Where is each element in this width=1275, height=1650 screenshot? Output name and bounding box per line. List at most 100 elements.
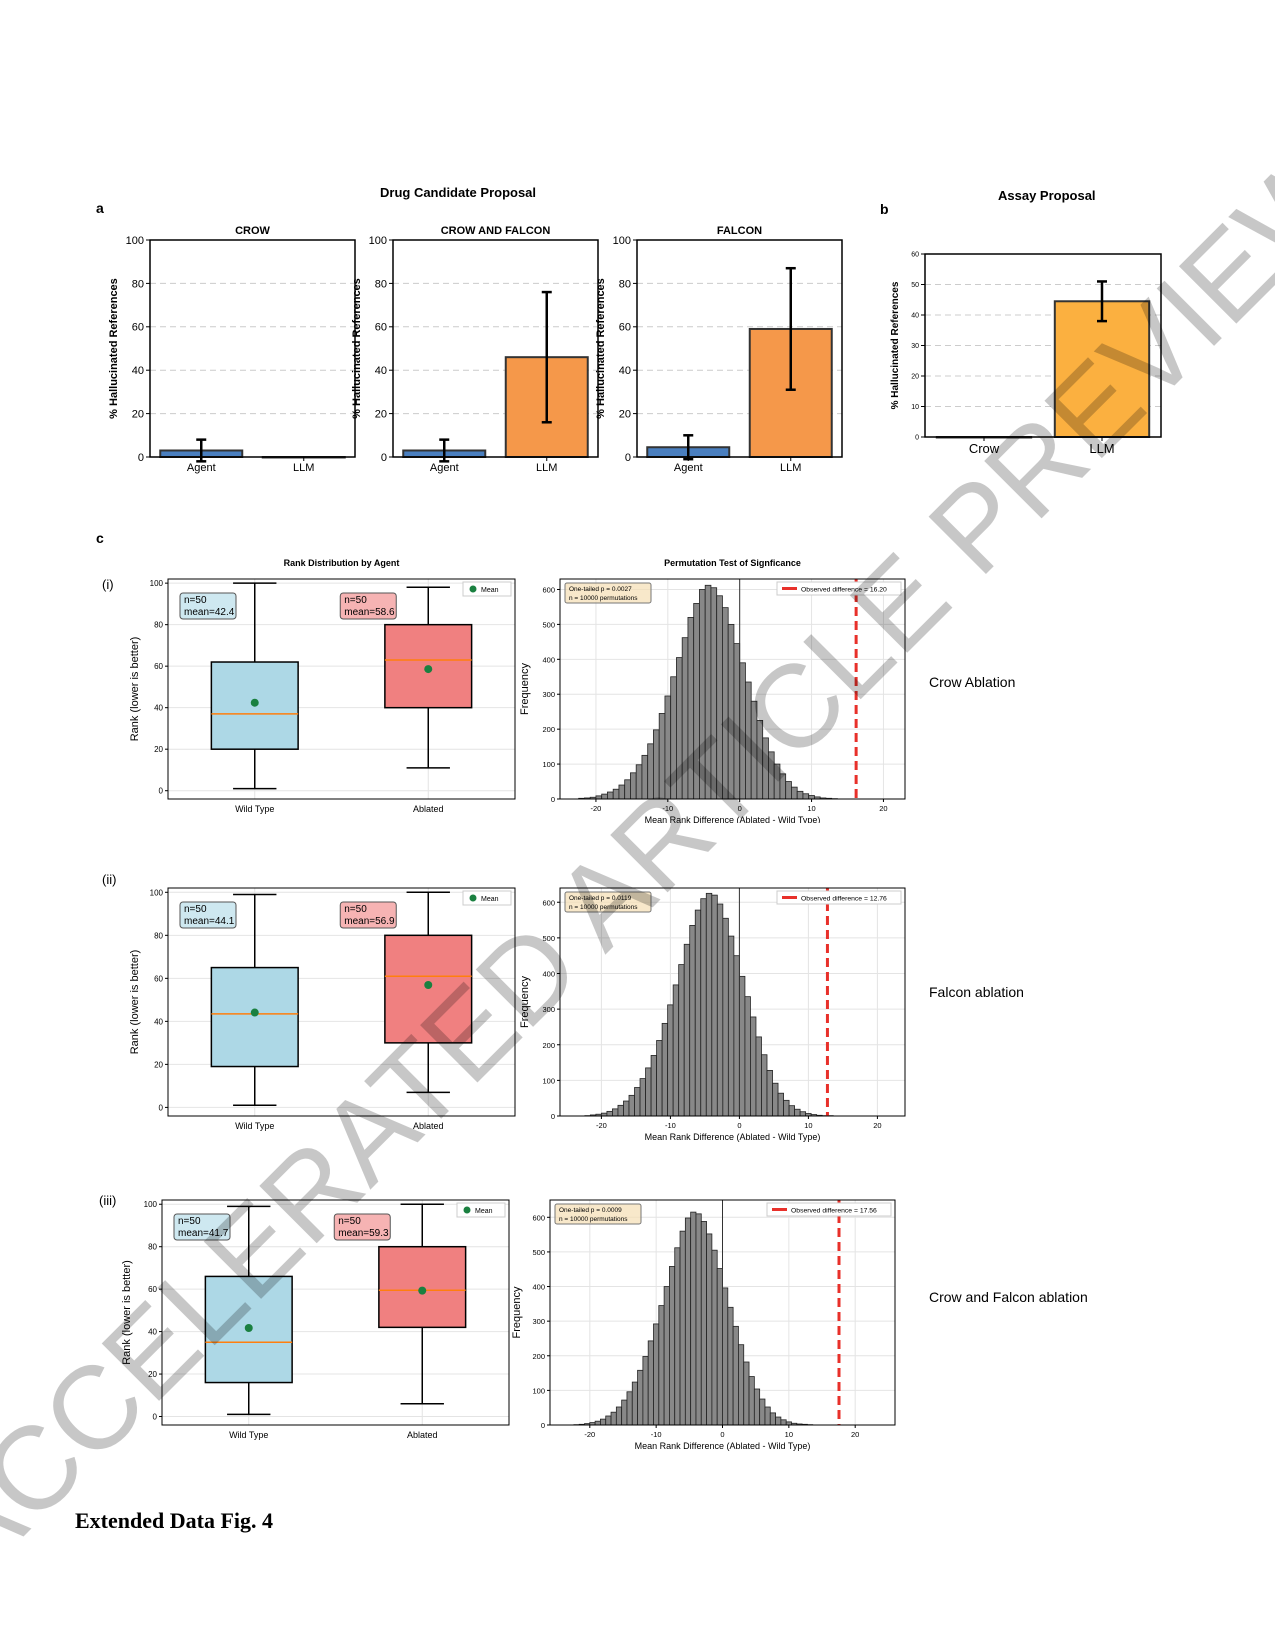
y-tick-label: 500 <box>542 934 555 943</box>
histogram-bar <box>711 894 718 1117</box>
x-tick-label: 20 <box>873 1121 881 1130</box>
histogram-bar <box>663 1286 670 1426</box>
stat-mean: mean=59.3 <box>338 1228 389 1239</box>
y-tick-label: 80 <box>154 931 163 940</box>
x-tick-label: -10 <box>665 1121 676 1130</box>
stat-box <box>554 1203 642 1225</box>
histogram-bar <box>710 587 718 800</box>
y-tick-label: 20 <box>375 408 387 420</box>
histogram-crow-ablation: 0 100 200 300 400 500 600 -20 -10 0 10 20 One-tailed… <box>520 558 906 823</box>
panel-a-letter: a <box>96 200 104 216</box>
legend-marker <box>463 1206 471 1214</box>
histogram-bar <box>681 637 689 800</box>
stat-box <box>564 891 652 913</box>
legend-box <box>462 581 512 597</box>
histogram-bar <box>727 1306 734 1426</box>
x-tick-label: Wild Type <box>235 804 274 814</box>
histogram-bar <box>634 1087 641 1117</box>
y-tick-label: 40 <box>154 1017 163 1026</box>
plot-frame <box>559 887 906 1117</box>
stat-n: n=50 <box>344 904 367 915</box>
plot-frame <box>549 1199 896 1426</box>
legend-label: Mean <box>475 1208 493 1215</box>
histogram-bar <box>722 1287 729 1426</box>
legend-box <box>776 890 902 905</box>
y-tick-label: 0 <box>159 787 164 796</box>
histogram-bar <box>635 764 643 800</box>
legend-label: Mean <box>481 896 499 903</box>
mean-marker <box>424 665 433 674</box>
histogram-bar <box>738 1344 745 1426</box>
y-tick-label: 100 <box>542 1076 555 1085</box>
histogram-bar <box>768 751 775 800</box>
legend-marker <box>469 894 477 902</box>
histogram-bar <box>695 1213 702 1426</box>
histogram-bar <box>716 903 724 1117</box>
histogram-bar <box>750 700 758 800</box>
histogram-bar <box>788 1105 795 1117</box>
figure-caption: Extended Data Fig. 4 <box>75 1508 273 1533</box>
row-label-i: (i) <box>102 577 114 592</box>
chart-title: Permutation Test of Signficance <box>664 558 801 568</box>
histogram-bar <box>610 1411 617 1426</box>
histogram-bar <box>615 1406 623 1426</box>
plot-frame <box>167 887 516 1117</box>
stat-n: n=50 <box>184 595 207 606</box>
histogram-bar <box>664 695 672 800</box>
x-tick-label: LLM <box>293 462 314 474</box>
x-axis-label: Mean Rank Difference (Ablated - Wild Typ… <box>645 815 821 823</box>
y-tick-label: 100 <box>150 888 164 897</box>
y-tick-label: 60 <box>148 1285 157 1294</box>
histogram-bar <box>777 1092 784 1117</box>
histogram-bar <box>785 781 792 800</box>
x-tick-label: Wild Type <box>235 1121 274 1131</box>
stat-box <box>333 1213 391 1241</box>
histogram-bar <box>621 1399 628 1426</box>
y-tick-label: 200 <box>542 725 555 734</box>
histogram-bar <box>617 1104 624 1117</box>
y-tick-label: 60 <box>132 322 144 334</box>
histogram-bar <box>727 623 735 800</box>
histogram-bar <box>600 1418 607 1426</box>
legend-box <box>462 890 512 906</box>
x-axis-label: Mean Rank Difference (Ablated - Wild Typ… <box>645 1132 821 1142</box>
histogram-bar <box>667 1004 674 1117</box>
y-tick-label: 100 <box>150 579 164 588</box>
histogram-bar <box>631 1381 638 1426</box>
histogram-bar <box>626 1391 633 1426</box>
x-tick-label: -10 <box>651 1430 662 1439</box>
y-tick-label: 80 <box>148 1243 157 1252</box>
histogram-bar <box>716 595 723 800</box>
histogram-bar <box>748 1376 755 1426</box>
stat-box <box>179 901 237 929</box>
bar-chart-falcon: 0 20 40 60 80 100 Agent LLM FALCON % Hallucinated… <box>595 225 843 474</box>
histogram-bar <box>794 1108 801 1117</box>
bar-chart-assay: 0 10 20 30 40 50 60 Crow LLM % Hallucinated Refer… <box>890 251 1162 456</box>
legend-label: Mean <box>481 587 499 594</box>
histogram-bar <box>647 1340 654 1426</box>
y-tick-label: 100 <box>369 235 387 247</box>
stat-mean: mean=42.4 <box>184 607 235 618</box>
histogram-falcon-ablation: 0 100 200 300 400 500 600 -20 -10 0 10 20 One-tailed… <box>520 887 906 1142</box>
plot-frame <box>161 1199 510 1426</box>
histogram-bar <box>808 795 815 800</box>
histogram-bar <box>641 754 649 800</box>
y-tick-label: 600 <box>542 898 555 907</box>
histogram-bar <box>756 720 764 800</box>
row-label-iii: (iii) <box>99 1193 117 1208</box>
histogram-bar <box>639 1078 646 1117</box>
x-tick-label: Crow <box>969 441 1000 456</box>
histogram-bar <box>684 1217 692 1426</box>
y-tick-label: 20 <box>154 745 163 754</box>
histogram-bar <box>799 1111 807 1117</box>
chart-title: CROW AND FALCON <box>441 225 551 237</box>
x-tick-label: LLM <box>1089 441 1114 456</box>
stat-n: n=50 <box>184 904 207 915</box>
histogram-bar <box>705 892 713 1117</box>
y-tick-label: 600 <box>542 585 555 594</box>
stat-box <box>173 1213 231 1241</box>
histogram-bar <box>694 909 702 1117</box>
x-tick-label: Agent <box>674 462 703 474</box>
